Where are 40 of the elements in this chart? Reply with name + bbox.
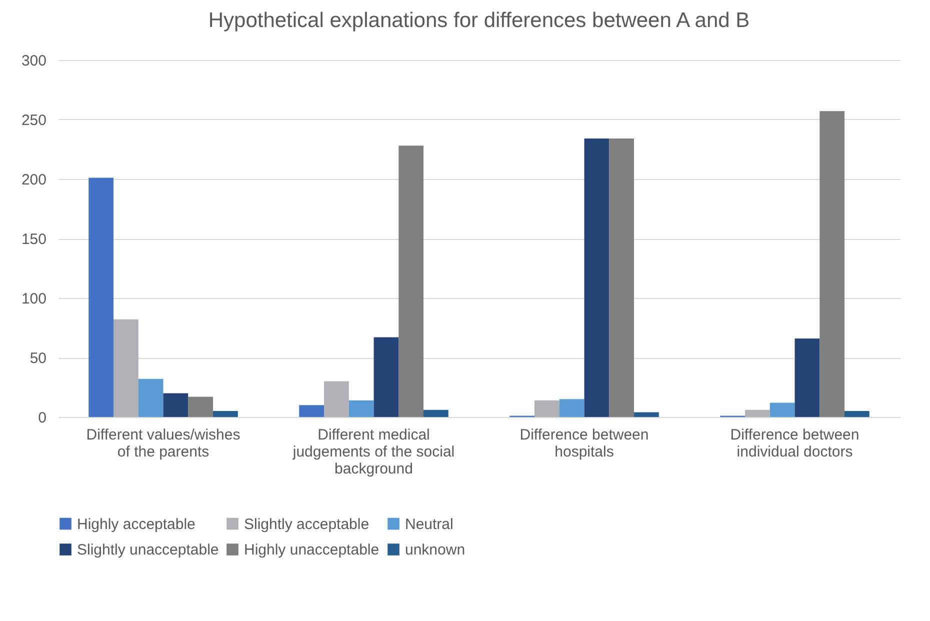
bar (609, 138, 634, 417)
x-tick-label: Difference between hospitals (520, 426, 649, 460)
y-tick-label: 200 (21, 172, 46, 188)
bar (534, 400, 560, 417)
bar (424, 410, 448, 417)
bar (794, 338, 820, 417)
legend-label: Slightly acceptable (244, 516, 370, 533)
bar (374, 337, 399, 417)
bar (634, 412, 659, 417)
bar (113, 319, 138, 417)
bar (348, 400, 374, 417)
bar (770, 402, 795, 417)
bar (559, 399, 584, 417)
legend-label: Neutral (405, 516, 454, 533)
bar (188, 396, 214, 417)
bar (299, 405, 324, 417)
x-tick-label: Different medical judgements of the social background (292, 426, 455, 478)
bar (88, 178, 114, 417)
bar (744, 410, 770, 417)
legend-label: Highly acceptable (77, 516, 196, 533)
y-tick-label: 150 (21, 231, 46, 248)
bar (844, 411, 870, 417)
chart-title: Hypothetical explanations for differences between A and B (208, 9, 750, 32)
x-tick-label: Different values/wishes of the parents (86, 426, 240, 460)
legend-label: unknown (405, 542, 466, 558)
legend-label: Highly unacceptable (244, 542, 380, 558)
bar (324, 381, 349, 417)
legend-label: Slightly unacceptable (77, 542, 219, 558)
y-tick-label: 250 (21, 112, 46, 129)
y-tick-label: 50 (30, 350, 46, 367)
y-tick-label: 100 (21, 290, 46, 308)
bar (398, 146, 424, 417)
bar (584, 138, 610, 417)
bar (820, 111, 845, 417)
y-tick-label: 0 (38, 410, 46, 426)
bar (213, 411, 238, 417)
bar (138, 378, 164, 417)
x-tick-label: Difference between individual doctors (730, 426, 860, 460)
y-tick-label: 300 (21, 52, 46, 70)
bar (163, 393, 188, 417)
